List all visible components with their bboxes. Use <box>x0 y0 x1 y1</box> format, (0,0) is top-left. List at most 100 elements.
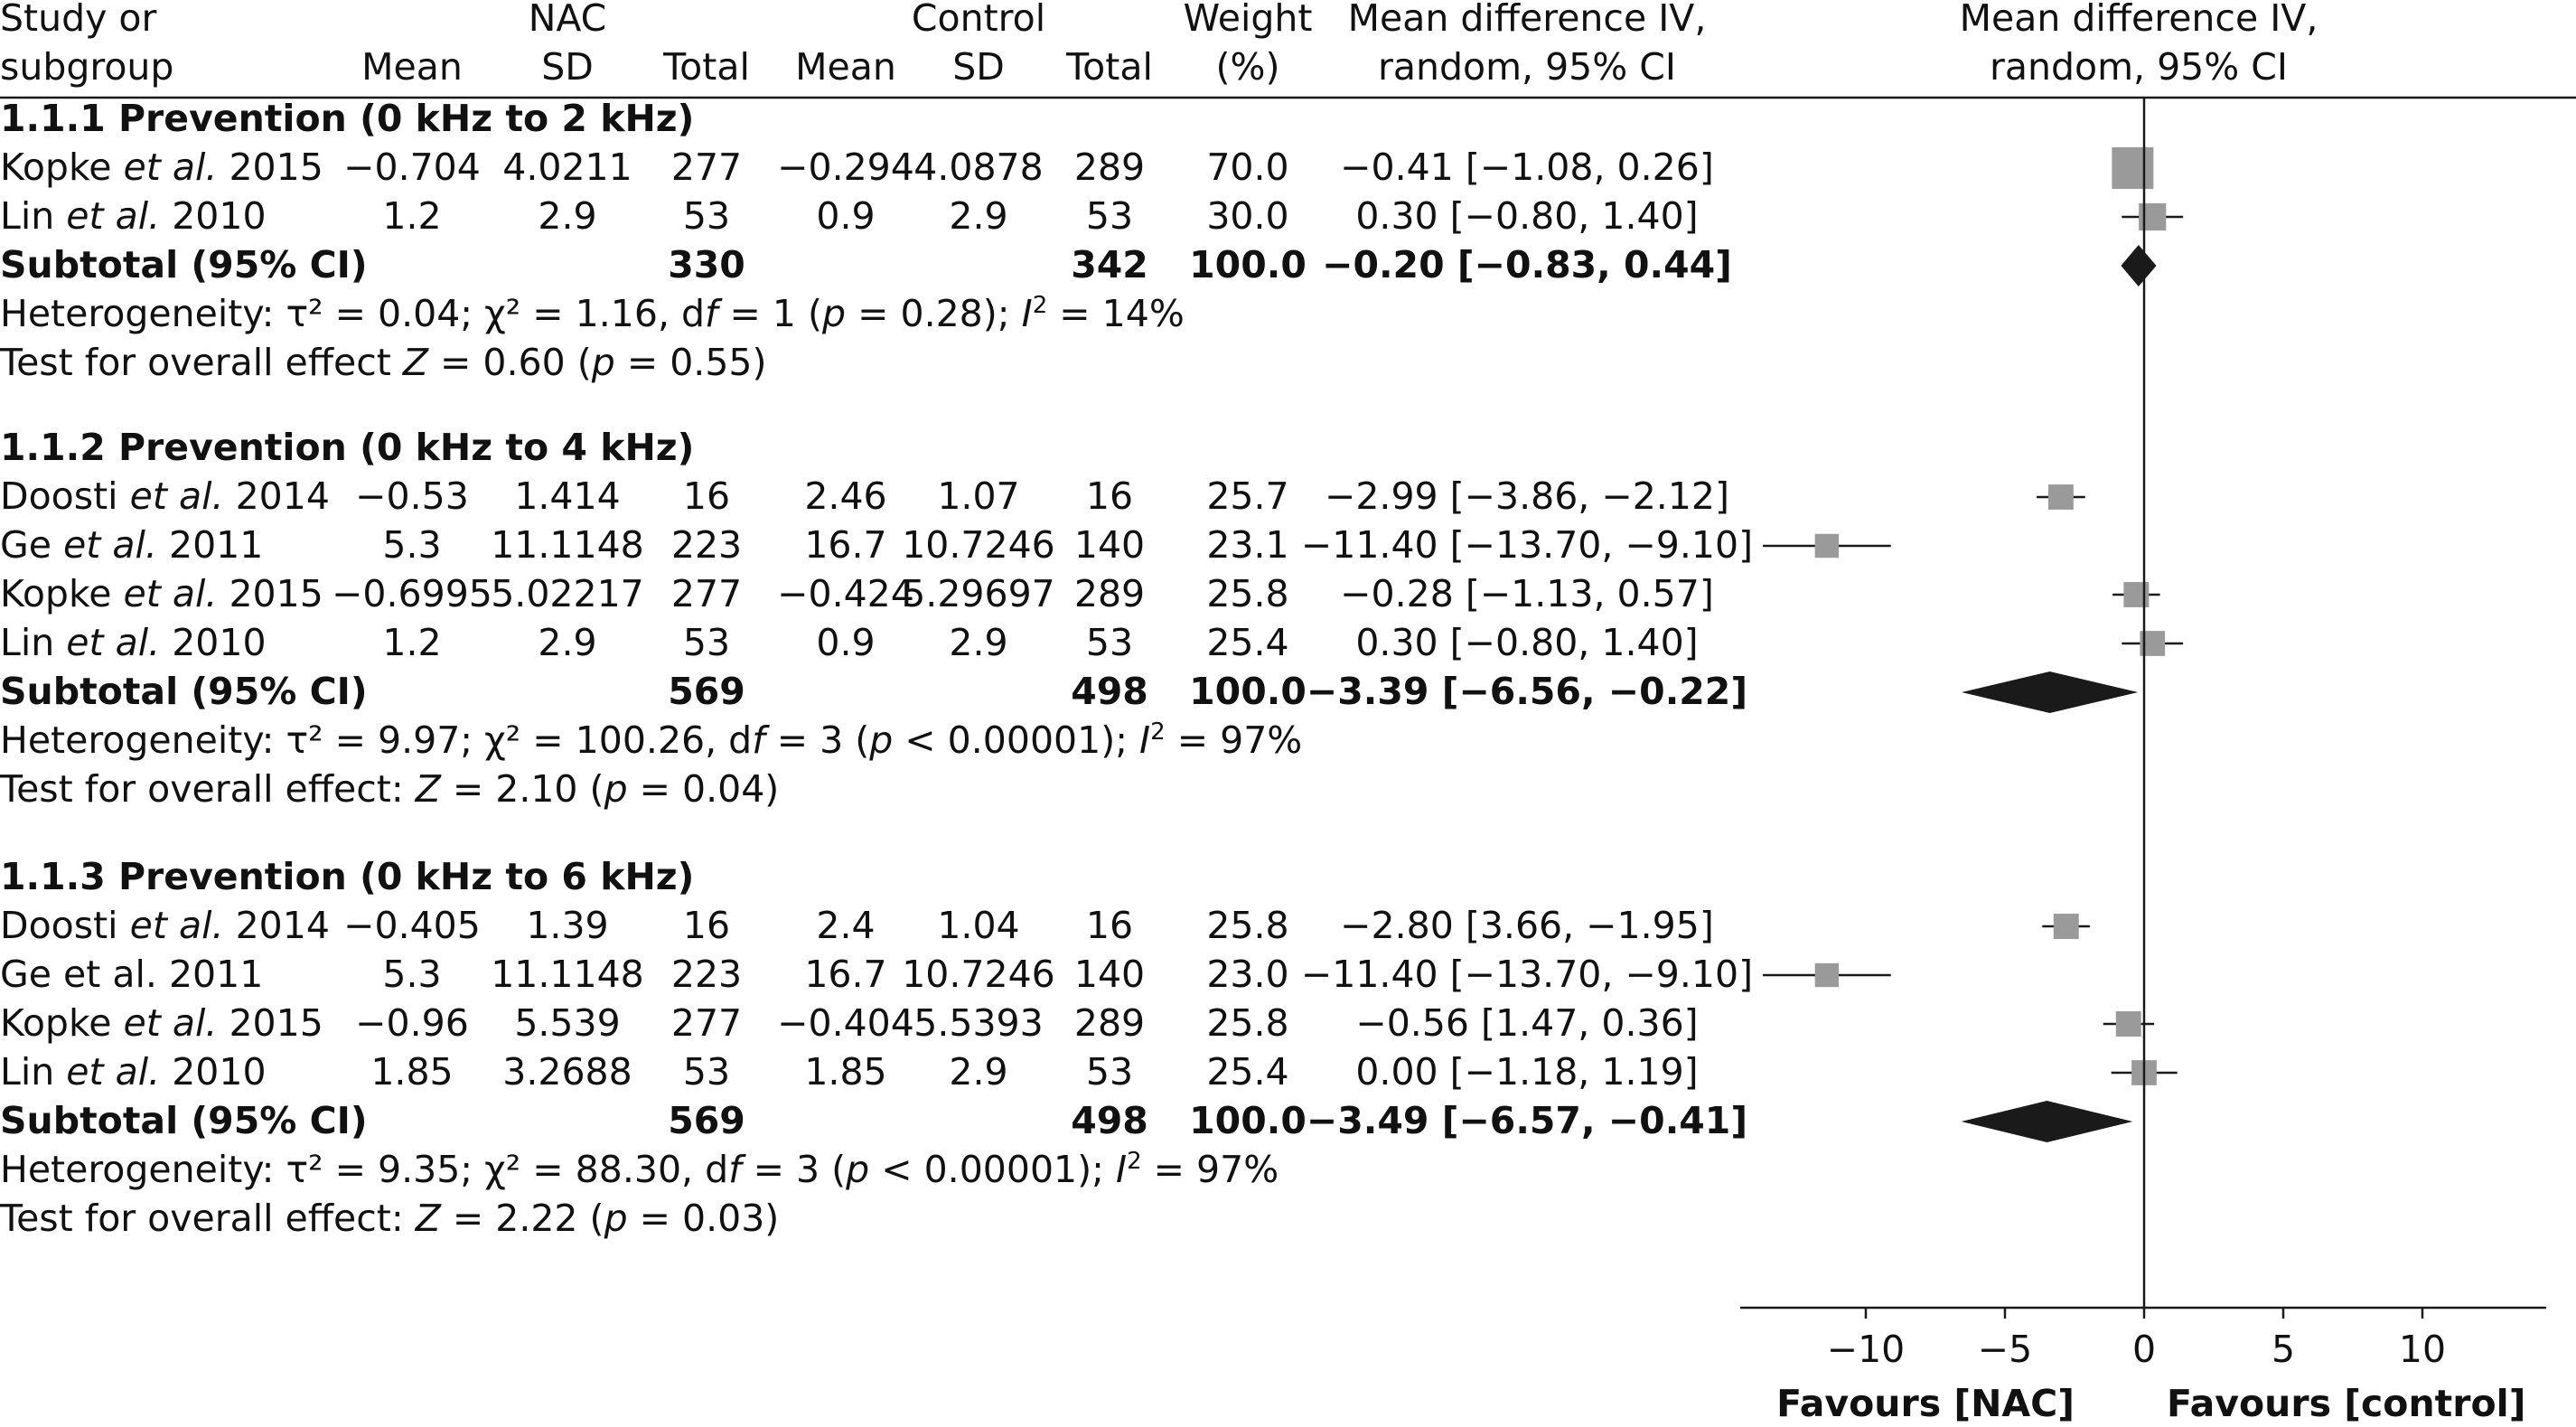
nac-total-cell: 277 <box>671 572 742 615</box>
weight-cell: 25.8 <box>1206 1001 1288 1045</box>
nac-mean-cell: 5.3 <box>382 953 441 996</box>
x-tick-label: 0 <box>2132 1328 2156 1371</box>
ci-cell: 0.00 [−1.18, 1.19] <box>1355 1050 1698 1094</box>
control-sd-cell: 2.9 <box>949 1050 1007 1094</box>
subtotal-nac-total: 569 <box>668 670 745 713</box>
subtotal-nac-total: 330 <box>668 243 745 286</box>
nac-mean-cell: −0.6995 <box>332 572 492 615</box>
subtotal-row: Subtotal (95% CI) 569 498 100.0 −3.39 [−6.56… <box>0 670 1747 713</box>
subtotal-weight: 100.0 <box>1189 243 1307 286</box>
study-row: Kopke et al. 2015 −0.704 4.0211 277 −0.294 4.… <box>0 146 1714 189</box>
subtotal-control-total: 342 <box>1071 243 1148 286</box>
heterogeneity-text: Heterogeneity: τ² = 9.97; χ² = 100.26, d… <box>0 718 1302 762</box>
control-total-cell: 140 <box>1074 523 1145 567</box>
subgroup-block: 1.1.1 Prevention (0 kHz to 2 kHz) Kopke e… <box>0 97 1732 384</box>
nac-sd-cell: 2.9 <box>538 621 596 664</box>
control-total-cell: 16 <box>1086 474 1133 518</box>
study-row: Lin et al. 2010 1.2 2.9 53 0.9 2.9 53 30.0 0.30 … <box>0 194 1699 238</box>
study-row: Ge et al. 2011 5.3 11.1148 223 16.7 10.7246 14… <box>0 953 1753 996</box>
favours-left-label: Favours [NAC] <box>1776 1382 2075 1425</box>
weight-cell: 25.8 <box>1206 572 1288 615</box>
ci-cell: −11.40 [−13.70, −9.10] <box>1301 523 1753 567</box>
study-marker <box>2115 1011 2141 1037</box>
ci-cell: −2.99 [−3.86, −2.12] <box>1325 474 1729 518</box>
study-label: Kopke et al. 2015 <box>0 572 323 615</box>
subtotal-label: Subtotal (95% CI) <box>0 1099 368 1142</box>
nac-mean-cell: 1.2 <box>382 621 441 664</box>
study-label: Lin et al. 2010 <box>0 621 267 664</box>
nac-total-cell: 16 <box>683 904 730 947</box>
study-label: Ge et al. 2011 <box>0 523 263 567</box>
ci-cell: 0.30 [−0.80, 1.40] <box>1355 621 1698 664</box>
control-sd-cell: 2.9 <box>949 194 1007 238</box>
nac-mean-cell: −0.405 <box>343 904 481 947</box>
control-mean-cell: 16.7 <box>804 953 886 996</box>
study-row: Doosti et al. 2014 −0.53 1.414 16 2.46 1.07 16… <box>0 474 1729 518</box>
weight-cell: 25.8 <box>1206 904 1288 947</box>
control-sd-cell: 5.29697 <box>902 572 1055 615</box>
nac-total-cell: 53 <box>683 1050 730 1094</box>
weight-cell: 70.0 <box>1206 146 1288 189</box>
control-total-cell: 53 <box>1086 621 1133 664</box>
control-sd-cell: 10.7246 <box>902 953 1055 996</box>
header-plot-line2: random, 95% CI <box>1990 45 2288 89</box>
control-total-cell: 53 <box>1086 194 1133 238</box>
x-tick-label: 5 <box>2272 1328 2295 1371</box>
header-md-line2: random, 95% CI <box>1378 45 1676 89</box>
nac-sd-cell: 5.02217 <box>491 572 644 615</box>
pooled-diamond <box>1961 1101 2133 1142</box>
nac-mean-cell: −0.704 <box>343 146 481 189</box>
control-sd-cell: 1.04 <box>937 904 1019 947</box>
nac-mean-cell: 1.85 <box>370 1050 453 1094</box>
header-weight-unit: (%) <box>1216 45 1280 89</box>
weight-cell: 23.1 <box>1206 523 1288 567</box>
header-nac-sd: SD <box>541 45 594 89</box>
plot-area: −10 −5 0 5 10 Favours [NAC] Favours [control] <box>1740 98 2546 1425</box>
subgroup-title: 1.1.1 Prevention (0 kHz to 2 kHz) <box>0 97 694 140</box>
nac-sd-cell: 2.9 <box>538 194 596 238</box>
control-mean-cell: −0.404 <box>777 1001 914 1045</box>
nac-total-cell: 53 <box>683 194 730 238</box>
study-marker <box>2139 202 2167 231</box>
weight-cell: 25.7 <box>1206 474 1288 518</box>
subtotal-weight: 100.0 <box>1189 670 1307 713</box>
control-mean-cell: 0.9 <box>816 194 875 238</box>
study-label: Doosti et al. 2014 <box>0 474 330 518</box>
study-marker <box>2047 484 2074 510</box>
header-nac-total: Total <box>662 45 750 89</box>
nac-mean-cell: 1.2 <box>382 194 441 238</box>
study-label: Kopke et al. 2015 <box>0 1001 323 1045</box>
study-label: Kopke et al. 2015 <box>0 146 323 189</box>
nac-total-cell: 223 <box>671 953 742 996</box>
header-md-line1: Mean difference IV, <box>1348 0 1707 40</box>
header-weight: Weight <box>1184 0 1313 40</box>
ci-cell: −0.28 [−1.13, 0.57] <box>1340 572 1714 615</box>
control-sd-cell: 1.07 <box>937 474 1019 518</box>
subgroup-block: 1.1.3 Prevention (0 kHz to 6 kHz) Doosti … <box>0 855 1753 1240</box>
ci-cell: 0.30 [−0.80, 1.40] <box>1355 194 1698 238</box>
x-tick-label: 10 <box>2399 1328 2446 1371</box>
control-sd-cell: 5.5393 <box>913 1001 1043 1045</box>
control-sd-cell: 2.9 <box>949 621 1007 664</box>
weight-cell: 25.4 <box>1206 621 1288 664</box>
favours-right-label: Favours [control] <box>2167 1382 2525 1425</box>
control-total-cell: 16 <box>1086 904 1133 947</box>
nac-total-cell: 53 <box>683 621 730 664</box>
overall-effect-text: Test for overall effect: Z = 2.22 (p = 0… <box>0 1197 779 1240</box>
study-row: Doosti et al. 2014 −0.405 1.39 16 2.4 1.04 16 2… <box>0 904 1714 947</box>
header-nac-group: NAC <box>529 0 607 40</box>
header-nac-mean: Mean <box>361 45 463 89</box>
weight-cell: 23.0 <box>1206 953 1288 996</box>
header-study-line2: subgroup <box>0 45 173 89</box>
table-body: 1.1.1 Prevention (0 kHz to 2 kHz) Kopke e… <box>0 97 1753 1240</box>
ci-cell: −11.40 [−13.70, −9.10] <box>1301 953 1753 996</box>
subtotal-ci: −3.39 [−6.56, −0.22] <box>1307 670 1747 713</box>
header-control-group: Control <box>912 0 1045 40</box>
subtotal-ci: −0.20 [−0.83, 0.44] <box>1322 243 1732 286</box>
control-total-cell: 289 <box>1074 572 1145 615</box>
control-total-cell: 289 <box>1074 1001 1145 1045</box>
subtotal-control-total: 498 <box>1071 670 1148 713</box>
control-sd-cell: 4.0878 <box>913 146 1043 189</box>
x-tick-label: −5 <box>1978 1328 2032 1371</box>
control-total-cell: 140 <box>1074 953 1145 996</box>
